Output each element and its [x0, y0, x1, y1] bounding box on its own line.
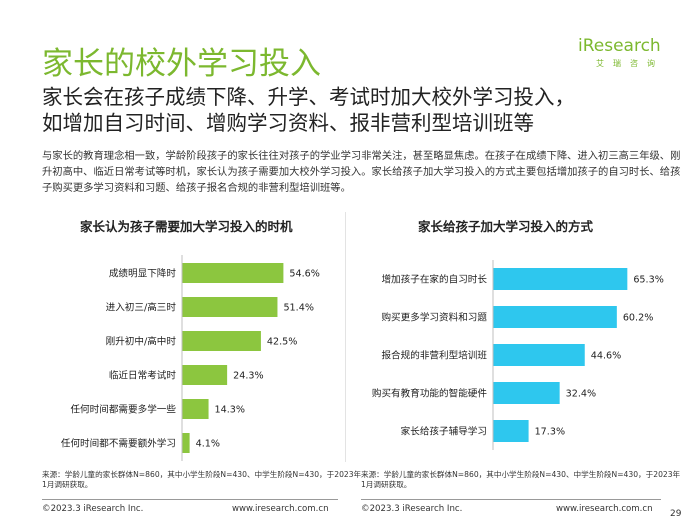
website-link-left[interactable]: www.iresearch.com.cn	[232, 504, 329, 514]
left-chart-title: 家长认为孩子需要加大学习投入的时机	[80, 219, 293, 234]
source-note-left: 来源：学龄儿童的家长群体N=860，其中小学生阶段N=430、中学生阶段N=43…	[42, 470, 362, 489]
value-label: 17.3%	[535, 427, 565, 438]
value-label: 44.6%	[591, 351, 621, 362]
bar	[182, 263, 284, 283]
bar	[182, 331, 261, 351]
copyright-left: ©2023.3 iResearch Inc.	[42, 504, 144, 514]
bar	[182, 399, 209, 419]
page-title: 家长的校外学习投入	[42, 46, 321, 82]
category-label: 临近日常考试时	[109, 370, 177, 382]
category-label: 任何时间都不需要额外学习	[61, 438, 176, 450]
category-label: 购买有教育功能的智能硬件	[372, 388, 488, 400]
bar	[493, 420, 529, 442]
value-label: 24.3%	[233, 371, 263, 382]
right-chart-title: 家长给孩子加大学习投入的方式	[418, 219, 594, 234]
value-label: 54.6%	[289, 269, 319, 280]
category-label: 成绩明显下降时	[109, 268, 177, 280]
iresearch-logo: iResearch 艾瑞咨询	[578, 36, 662, 78]
value-label: 14.3%	[215, 405, 245, 416]
bar	[493, 268, 628, 290]
value-label: 32.4%	[566, 389, 596, 400]
source-note-right: 来源：学龄儿童的家长群体N=860，其中小学生阶段N=430、中学生阶段N=43…	[361, 470, 681, 489]
headline-line-1: 家长会在孩子成绩下降、升学、考试时加大校外学习投入，	[42, 85, 575, 109]
logo-subtitle: 艾瑞咨询	[596, 59, 664, 68]
bar	[493, 344, 585, 366]
logo-brand: iResearch	[578, 36, 661, 56]
value-label: 4.1%	[196, 439, 220, 450]
chart-divider	[345, 212, 346, 462]
left-bar-chart: 成绩明显下降时 54.6% 进入初三/高三时 51.4% 刚升初中/高中时 42.5% 临近…	[61, 255, 320, 461]
page-number: 29	[670, 509, 682, 519]
footer-rule-left	[42, 499, 338, 500]
category-label: 报合规的非营利型培训班	[381, 350, 487, 362]
copyright-right: ©2023.3 iResearch Inc.	[361, 504, 463, 514]
category-label: 任何时间都需要多学一些	[70, 404, 176, 416]
value-label: 65.3%	[633, 275, 663, 286]
category-label: 家长给孩子辅导学习	[401, 426, 487, 438]
bar	[182, 297, 278, 317]
value-label: 42.5%	[267, 337, 297, 348]
value-label: 60.2%	[623, 313, 653, 324]
category-label: 刚升初中/高中时	[106, 336, 177, 348]
headline: 家长会在孩子成绩下降、升学、考试时加大校外学习投入， 如增加自习时间、增购学习资…	[42, 84, 682, 136]
category-label: 增加孩子在家的自习时长	[381, 274, 487, 286]
website-link-right[interactable]: www.iresearch.com.cn	[556, 504, 653, 514]
category-label: 进入初三/高三时	[106, 302, 177, 314]
body-paragraph: 与家长的教育理念相一致，学龄阶段孩子的家长往往对孩子的学业学习非常关注，甚至略显…	[42, 150, 681, 194]
footer-rule-right	[361, 499, 661, 500]
right-bar-chart: 增加孩子在家的自习时长 65.3% 购买更多学习资料和习题 60.2% 报合规的非营利型…	[372, 260, 664, 450]
bar	[182, 433, 190, 453]
bar	[493, 382, 560, 404]
bar	[493, 306, 617, 328]
value-label: 51.4%	[283, 303, 313, 314]
bar	[182, 365, 228, 385]
category-label: 购买更多学习资料和习题	[381, 312, 487, 324]
headline-line-2: 如增加自习时间、增购学习资料、报非营利型培训班等	[42, 111, 534, 135]
